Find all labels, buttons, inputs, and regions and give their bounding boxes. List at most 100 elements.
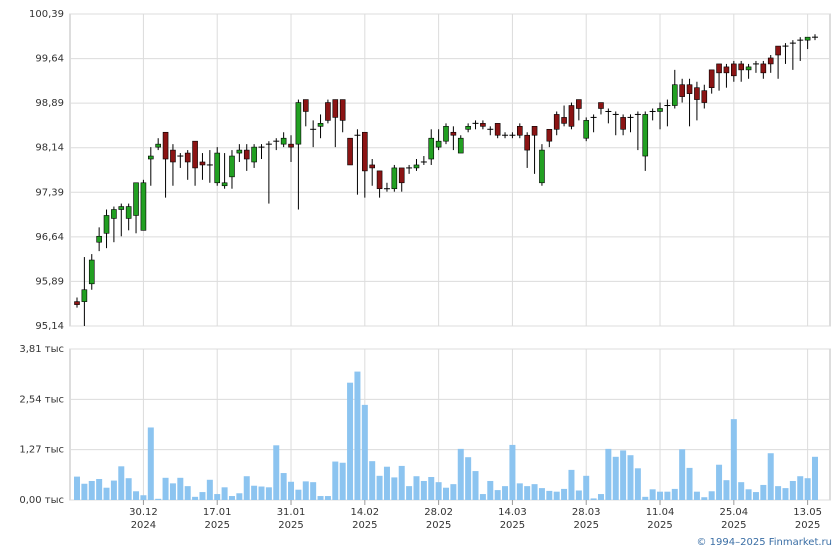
candle-body — [103, 215, 110, 234]
candle-body — [583, 120, 590, 139]
y-tick-label: 95,14 — [35, 321, 64, 332]
candle-body — [738, 63, 745, 71]
candle-body — [716, 63, 722, 74]
x-tick-label: 2024 — [131, 520, 156, 531]
volume-bar — [302, 481, 309, 500]
volume-bar — [428, 477, 435, 500]
volume-bar — [553, 491, 560, 500]
volume-bar — [649, 489, 656, 500]
volume-bar — [730, 419, 737, 500]
candle-body — [162, 131, 169, 160]
volume-bar — [74, 476, 80, 500]
y-tick-label: 97,39 — [35, 187, 64, 198]
volume-bar — [472, 471, 479, 500]
candle-body — [236, 149, 243, 154]
candle-body — [243, 149, 250, 160]
footer[interactable]: © 1994–2025 Finmarket.ru — [696, 537, 832, 548]
volume-bar — [583, 475, 590, 500]
candle-body — [413, 164, 420, 169]
candle-body — [767, 57, 774, 65]
volume-bar — [324, 496, 331, 500]
candle-body — [317, 123, 324, 127]
volume-bar — [435, 482, 442, 500]
volume-bar — [723, 480, 730, 500]
candle-body — [133, 182, 139, 216]
price-frame — [69, 13, 831, 327]
volume-bar — [118, 466, 125, 500]
volume-bar — [273, 445, 280, 500]
volume-bar — [797, 476, 804, 500]
volume-bar — [546, 490, 553, 500]
volume-bar — [339, 462, 346, 500]
volume-bar — [140, 495, 147, 500]
volume-bar — [214, 494, 221, 500]
y-tick-label: 3,81 тыс — [19, 344, 64, 355]
volume-bar — [516, 483, 523, 500]
candle-body — [568, 105, 575, 127]
volume-bar — [243, 476, 250, 500]
candle-body — [671, 84, 678, 106]
x-tick-label: 31.01 — [277, 507, 306, 518]
candle-body — [480, 123, 486, 127]
candle-body — [155, 143, 161, 148]
volume-bar — [561, 488, 568, 500]
volume-bar — [369, 461, 376, 500]
x-tick-label: 2025 — [721, 520, 746, 531]
volume-bar — [443, 487, 449, 500]
candle-body — [561, 117, 567, 124]
x-tick-label: 2025 — [647, 520, 672, 531]
candle-body — [88, 259, 95, 285]
candle-body — [251, 146, 257, 163]
volume-bar — [620, 450, 627, 500]
volume-bar — [258, 486, 265, 500]
candle-body — [140, 182, 147, 231]
candle-body — [708, 69, 715, 88]
volume-bar — [642, 496, 649, 500]
volume-bar — [479, 494, 486, 500]
candle-body — [347, 137, 353, 166]
candle-body — [391, 167, 398, 190]
candle-body — [398, 167, 405, 184]
candle-body — [199, 161, 206, 166]
volume-bar — [221, 487, 228, 500]
volume-bar — [457, 448, 464, 500]
volume-bar — [789, 480, 796, 500]
volume-bar — [708, 491, 715, 500]
candle-body — [170, 149, 176, 163]
volume-bar — [398, 465, 405, 500]
volume-bar — [627, 455, 634, 500]
candle-body — [804, 36, 811, 41]
volume-bar — [147, 427, 154, 500]
candle-body — [516, 126, 523, 136]
volume-bar — [265, 487, 272, 500]
x-tick-label: 2025 — [426, 520, 451, 531]
candle-body — [686, 84, 693, 94]
volume-bar — [782, 488, 789, 500]
x-tick-label: 28.02 — [424, 507, 453, 518]
volume-bar — [590, 498, 597, 500]
candle-body — [620, 117, 626, 130]
candle-body — [775, 45, 781, 56]
volume-bar — [634, 468, 641, 500]
candle-body — [657, 108, 663, 112]
candle-body — [694, 87, 700, 100]
volume-bar — [420, 480, 427, 500]
y-tick-label: 98,89 — [35, 98, 64, 109]
volume-bar — [354, 371, 361, 500]
candle-body — [745, 66, 752, 71]
volume-bar — [391, 477, 398, 500]
volume-bar — [155, 498, 162, 500]
candle-body — [465, 126, 471, 130]
candle-body — [81, 289, 88, 302]
volume-bar — [693, 491, 700, 500]
candle-body — [184, 152, 191, 163]
y-tick-label: 1,27 тыс — [19, 445, 64, 456]
volume-bar — [597, 494, 604, 500]
volume-bar — [509, 444, 516, 500]
candle-body — [450, 131, 457, 136]
volume-bar — [716, 464, 723, 500]
candle-body — [369, 164, 376, 169]
y-tick-label: 96,64 — [35, 232, 64, 243]
volume-bar — [162, 477, 169, 500]
x-tick-label: 2025 — [500, 520, 525, 531]
